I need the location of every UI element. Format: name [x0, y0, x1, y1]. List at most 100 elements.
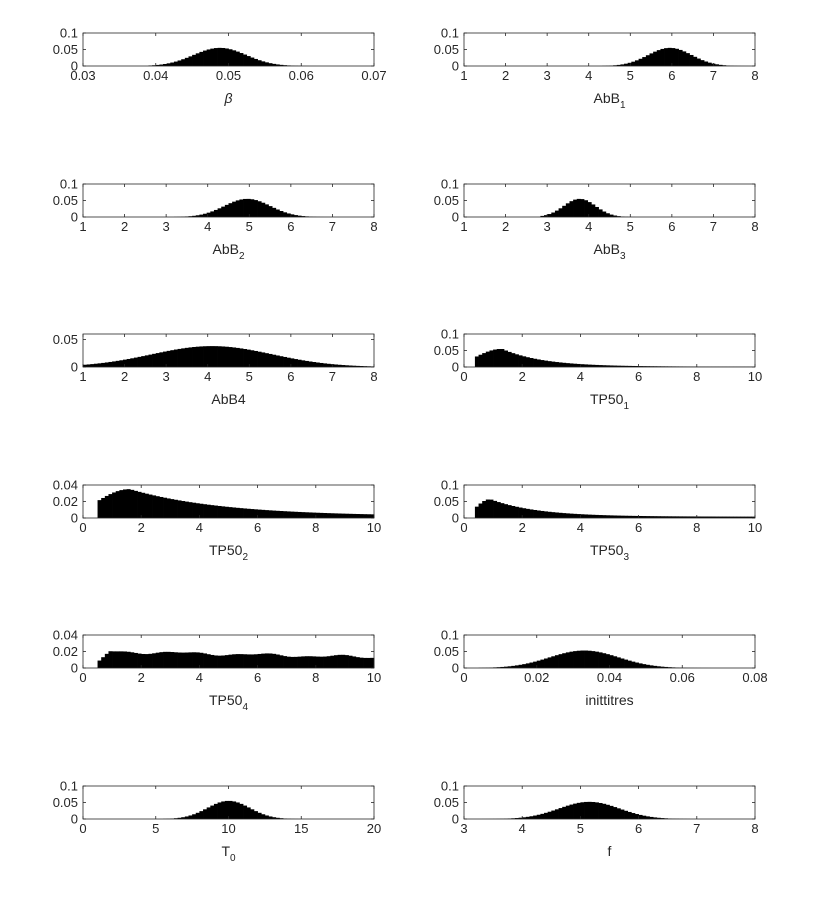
histogram-bar [155, 496, 160, 518]
histogram-bar [257, 201, 262, 217]
histogram-bar [678, 516, 683, 518]
x-tick-label: 10 [367, 520, 381, 535]
x-tick-label: 2 [519, 369, 526, 384]
histogram-bar [569, 363, 574, 367]
histogram-bar [312, 362, 317, 367]
y-tick-label: 0.04 [53, 628, 78, 643]
histogram-bar [173, 499, 178, 518]
histogram-bar [363, 657, 368, 668]
histogram-bar [674, 516, 679, 518]
histogram-bar [348, 365, 353, 367]
histogram-bar [279, 655, 284, 668]
x-tick-label: 8 [370, 219, 377, 234]
histogram-bar [184, 57, 189, 66]
histogram-bar [558, 808, 563, 819]
x-tick-label: 20 [367, 821, 381, 836]
x-tick-label: 2 [502, 219, 509, 234]
histogram-bar [478, 503, 483, 518]
histogram-bar [119, 360, 124, 367]
histogram-bar [627, 62, 632, 66]
x-tick-label: 4 [204, 219, 211, 234]
histogram-bar [323, 363, 328, 367]
histogram-bar [195, 503, 200, 518]
histogram-bar [181, 348, 186, 367]
histogram-bar [547, 657, 552, 668]
histogram-bar [656, 50, 661, 66]
histogram-bar [279, 64, 284, 66]
histogram-bar [235, 507, 240, 518]
histogram-bar [667, 667, 672, 668]
histogram-bar [653, 817, 658, 819]
histogram-bar [301, 360, 306, 367]
histogram-bar [272, 354, 277, 367]
histogram-bar [569, 804, 574, 819]
histogram-bar [660, 48, 665, 66]
histogram-bar [97, 660, 102, 668]
histogram-bar [620, 64, 625, 66]
y-tick-label: 0.1 [441, 26, 459, 41]
histogram-bar [573, 513, 578, 518]
histogram-bar [733, 516, 738, 518]
histogram-bar [616, 808, 621, 819]
histogram-bar [718, 64, 723, 66]
histogram-bar [250, 57, 255, 66]
x-tick-label: 10 [367, 670, 381, 685]
histogram-bar [547, 361, 552, 367]
histogram-bar [268, 206, 273, 217]
histogram-bar [554, 655, 559, 668]
y-tick-label: 0.1 [441, 628, 459, 643]
histogram-bar [558, 208, 563, 217]
histogram-bar [250, 509, 255, 518]
histogram-bar [264, 353, 269, 367]
x-tick-label: 1 [460, 68, 467, 83]
histogram-bar [261, 653, 266, 668]
histogram-bar [257, 60, 262, 66]
histogram-bar [533, 509, 538, 518]
histogram-bar [594, 651, 599, 668]
histogram-bar [177, 60, 182, 66]
histogram-bar [554, 210, 559, 217]
histogram-bar [609, 515, 614, 518]
x-tick-label: 7 [693, 821, 700, 836]
histogram-bar [678, 49, 683, 66]
y-tick-label: 0.1 [441, 478, 459, 493]
histogram-bar [693, 56, 698, 66]
histogram-bar [272, 63, 277, 66]
histogram-bar [290, 511, 295, 518]
histogram-bar [366, 514, 371, 518]
histogram-bar [297, 656, 302, 668]
y-tick-label: 0.05 [53, 795, 78, 810]
histogram-bar [217, 655, 222, 668]
histogram-bar [587, 364, 592, 367]
x-tick-label: 1 [460, 219, 467, 234]
histogram-bar [536, 814, 541, 819]
histogram-bar [598, 365, 603, 367]
histogram-bar [511, 353, 516, 367]
histogram-bar [664, 516, 669, 518]
x-tick-label: 0 [79, 520, 86, 535]
histogram-bar [649, 516, 654, 518]
histogram-bar [213, 655, 218, 668]
histogram-bar [562, 513, 567, 518]
histogram-bar [330, 655, 335, 668]
histogram-bar [573, 803, 578, 819]
histogram-bar [580, 802, 585, 819]
histogram-bars [83, 346, 375, 367]
histogram-bar [264, 204, 269, 217]
histogram-bar [293, 215, 298, 217]
histogram-bar [108, 651, 113, 668]
histogram-bar [253, 58, 258, 66]
histogram-bar [155, 353, 160, 367]
histogram-bar [660, 818, 665, 819]
histogram-bar [616, 515, 621, 518]
histogram-bar [312, 512, 317, 518]
histogram-bar [112, 651, 117, 668]
histogram-bar [348, 513, 353, 518]
histogram-bar [744, 516, 749, 518]
histogram-bar [210, 505, 215, 518]
histogram-bar [275, 355, 280, 367]
histogram-bar [496, 349, 501, 367]
histogram-bar [192, 814, 197, 819]
histogram-bar [126, 489, 131, 518]
histogram-bar [166, 350, 171, 367]
